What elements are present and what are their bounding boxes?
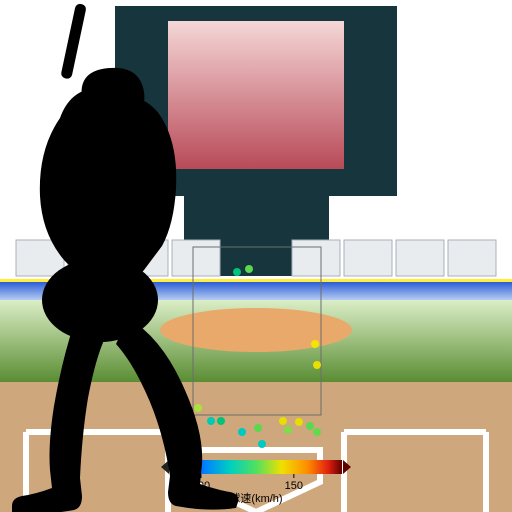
stand-box — [172, 240, 220, 276]
stand-box — [448, 240, 496, 276]
pitch-point — [233, 268, 241, 276]
pitch-point — [194, 404, 202, 412]
stand-box — [344, 240, 392, 276]
legend-tick-label: 150 — [285, 480, 303, 492]
pitch-point — [279, 417, 287, 425]
scoreboard-screen — [168, 21, 344, 169]
pitch-point — [254, 424, 262, 432]
pitch-point — [258, 440, 266, 448]
pitch-point — [207, 417, 215, 425]
pitch-point — [313, 428, 321, 436]
pitch-point — [284, 426, 292, 434]
pitch-point — [245, 265, 253, 273]
stand-box — [396, 240, 444, 276]
stand-box — [292, 240, 340, 276]
pitch-point — [217, 417, 225, 425]
pitch-point — [295, 418, 303, 426]
mound-dirt — [160, 308, 352, 352]
pitch-point — [311, 340, 319, 348]
pitch-location-chart: 100150球速(km/h) — [0, 0, 512, 512]
pitch-point — [313, 361, 321, 369]
pitch-point — [238, 428, 246, 436]
pitch-point — [306, 422, 314, 430]
